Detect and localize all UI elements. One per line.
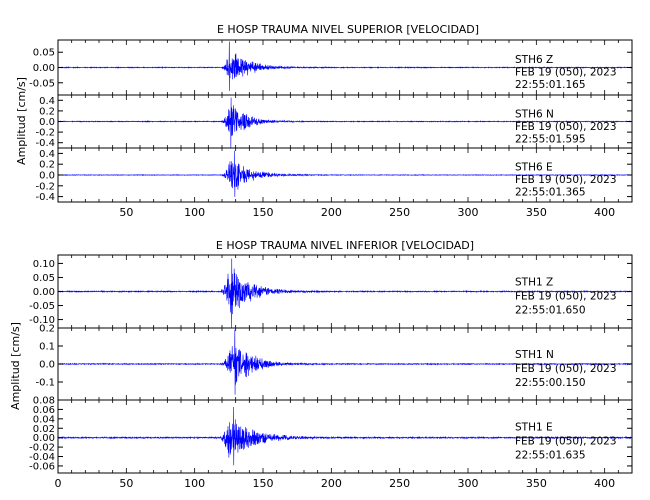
upper-chart-ylabel: Amplitud [cm/s] (15, 77, 28, 165)
chart0-panel1-waveform (58, 97, 632, 148)
chart0-panel2-ytick-label-1: 0.2 (39, 160, 55, 171)
chart0-xtick-label-6: 350 (526, 206, 547, 219)
chart1-panel1-ytick-label-0: 0.2 (39, 324, 55, 335)
chart0-panel0-ytick-label-0: 0.05 (33, 48, 55, 59)
chart0-panel2-channel-label: STH6 E (515, 162, 553, 174)
chart1-panel2-date-label: FEB 19 (050), 2023 (515, 436, 617, 448)
chart1-panel2-ytick-label-0: 0.08 (33, 396, 55, 407)
upper-chart: E HOSP TRAUMA NIVEL SUPERIOR [VELOCIDAD]… (15, 23, 633, 219)
chart1-xtick-label-5: 250 (389, 477, 410, 490)
lower-chart-ylabel: Amplitud [cm/s] (9, 322, 22, 410)
chart1-panel1-time-label: 22:55:00.150 (515, 377, 586, 389)
chart0-panel1-time-label: 22:55:01.595 (515, 133, 586, 145)
chart0-panel0-ytick-label-2: -0.05 (29, 78, 55, 89)
chart1-panel2-ytick-label-1: 0.06 (33, 405, 55, 416)
chart1-panel2-time-label: 22:55:01.635 (515, 450, 586, 462)
chart1-panel1-waveform (58, 329, 632, 395)
chart0-panel0-time-label: 22:55:01.165 (515, 79, 586, 91)
chart0-panel1-ytick-label-2: 0.0 (39, 117, 55, 128)
chart1-panel2-ytick-label-4: 0.00 (33, 433, 55, 444)
lower-chart-title: E HOSP TRAUMA NIVEL INFERIOR [VELOCIDAD] (216, 239, 474, 252)
chart1-x-axis: 0 50 100 150 200 250 300 350 400 (55, 477, 616, 490)
chart0-panel0-ytick-label-1: 0.00 (33, 63, 55, 74)
chart1-xtick-label-6: 300 (458, 477, 479, 490)
chart1-panel1-ytick-label-1: 0.1 (39, 342, 55, 353)
chart1-panel0-channel-label: STH1 Z (515, 277, 553, 289)
chart0-xtick-label-3: 200 (321, 206, 342, 219)
chart1-panel1-ytick-label-3: -0.1 (35, 378, 55, 389)
chart0-xtick-label-0: 50 (119, 206, 133, 219)
upper-chart-title: E HOSP TRAUMA NIVEL SUPERIOR [VELOCIDAD] (217, 23, 479, 36)
chart1-xtick-label-0: 0 (55, 477, 62, 490)
chart1-panel0-waveform (58, 258, 632, 328)
chart0-panel2-ytick-label-4: -0.4 (35, 192, 55, 203)
chart1-panel0-ytick-label-4: -0.10 (29, 315, 55, 326)
chart1-panel1-channel-label: STH1 N (515, 349, 554, 361)
chart1-panel0-ytick-label-3: -0.05 (29, 301, 55, 312)
chart1-panel2-ytick-label-2: 0.04 (33, 414, 55, 425)
chart0-panel1-ytick-label-1: 0.2 (39, 106, 55, 117)
chart0-panel2-date-label: FEB 19 (050), 2023 (515, 174, 617, 186)
chart0-panel1-date-label: FEB 19 (050), 2023 (515, 121, 617, 133)
chart0-panel1-channel-label: STH6 N (515, 108, 554, 120)
chart0-x-axis: 50 100 150 200 250 300 350 400 (119, 206, 615, 219)
chart1-xtick-label-8: 400 (594, 477, 615, 490)
chart0-xtick-label-2: 150 (253, 206, 274, 219)
chart0-panel2-waveform (58, 150, 632, 197)
chart0-panel0-channel-label: STH6 Z (515, 54, 553, 66)
chart1-panel1: 0.2 0.1 0.0 -0.1 STH1 N FEB 19 (050), 2023 22:… (35, 324, 633, 401)
chart1-xtick-label-7: 350 (526, 477, 547, 490)
chart1-panel2-channel-label: STH1 E (515, 422, 553, 434)
chart1-panel2: 0.080.060.040.020.00-0.02-0.04-0.06 STH1 … (29, 396, 633, 474)
chart1-panel1-date-label: FEB 19 (050), 2023 (515, 363, 617, 375)
chart0-panel2-ytick-label-2: 0.0 (39, 171, 55, 182)
chart0-panel2-time-label: 22:55:01.365 (515, 187, 586, 199)
chart0-panel1-ytick-label-4: -0.4 (35, 138, 55, 149)
chart1-panel0-time-label: 22:55:01.650 (515, 305, 586, 317)
chart0-panel1-ytick-label-3: -0.2 (35, 128, 55, 139)
chart1-panel0-ytick-label-1: 0.05 (33, 273, 55, 284)
chart0-xtick-label-1: 100 (184, 206, 205, 219)
chart0-panel0-waveform (58, 41, 632, 91)
chart1-panel2-ytick-label-5: -0.02 (29, 443, 55, 454)
chart0-panel2-ytick-label-3: -0.2 (35, 181, 55, 192)
chart1-xtick-label-4: 200 (321, 477, 342, 490)
chart1-panel0-date-label: FEB 19 (050), 2023 (515, 291, 617, 303)
chart1-panel1-ytick-label-2: 0.0 (39, 360, 55, 371)
chart0-xtick-label-5: 300 (458, 206, 479, 219)
chart1-panel2-waveform (58, 407, 632, 466)
chart1-xtick-label-2: 100 (184, 477, 205, 490)
chart1-panel0-ytick-label-0: 0.10 (33, 259, 55, 270)
chart1-xtick-label-3: 150 (253, 477, 274, 490)
chart1-xtick-label-1: 50 (119, 477, 133, 490)
chart0-panel0-date-label: FEB 19 (050), 2023 (515, 67, 617, 79)
chart0-xtick-label-4: 250 (389, 206, 410, 219)
chart1-panel2-ytick-label-7: -0.06 (29, 461, 55, 472)
chart0-panel2-ytick-label-0: 0.4 (39, 149, 55, 160)
chart1-panel2-ytick-label-3: 0.02 (33, 424, 55, 435)
lower-chart: E HOSP TRAUMA NIVEL INFERIOR [VELOCIDAD]… (9, 239, 633, 490)
chart1-panel2-ytick-label-6: -0.04 (29, 452, 55, 463)
chart1-panel0-ytick-label-2: 0.00 (33, 287, 55, 298)
chart0-xtick-label-7: 400 (594, 206, 615, 219)
chart0-panel1-ytick-label-0: 0.4 (39, 96, 55, 107)
